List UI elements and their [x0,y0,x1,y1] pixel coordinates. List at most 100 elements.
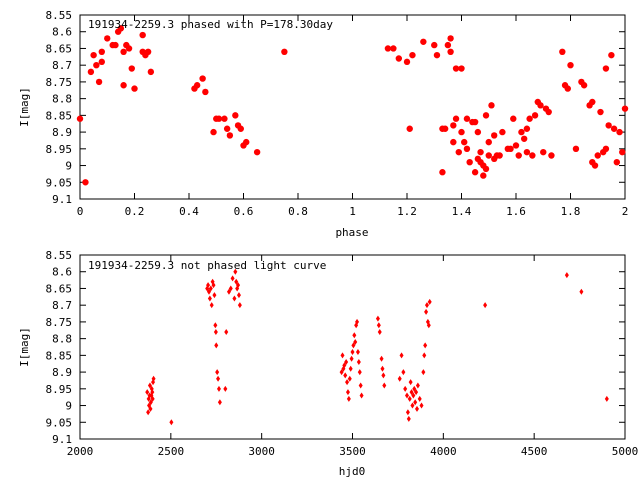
unphased-data-point [346,395,351,402]
phased-data-point [441,125,449,132]
phased-data-point [605,122,612,129]
phased-x-tick-label: 0.4 [179,205,199,218]
phased-data-point [589,98,596,106]
unphased-data-point [358,382,363,389]
phased-x-tick-label: 0 [77,205,84,218]
phased-data-point [580,82,588,89]
unphased-data-point [564,272,569,279]
unphased-data-point [359,392,364,399]
phased-data-point [526,115,533,122]
phased-data-point [608,51,615,59]
unphased-data-point [217,399,222,406]
phased-tick-layer: 0 0.2 0.4 0.6 0.8 1 1.2 1.4 1.6 1.8 2 8.55 8.6 8.65 8.… [46,9,629,218]
phased-x-tick-label: 1.4 [452,205,472,218]
phased-data-point [223,125,231,132]
phased-y-tick-label: 8.95 [46,143,73,156]
unphased-data-point [426,322,431,329]
unphased-data-point [209,302,214,309]
phased-data-point [619,148,626,156]
unphased-data-point [233,268,238,275]
unphased-data-point [236,282,241,289]
unphased-data-point [146,409,151,416]
phased-data-point [237,125,244,132]
phased-data-point [93,61,100,69]
unphased-data-point [380,365,385,372]
phased-data-point [488,102,495,109]
unphased-data-point [352,332,357,339]
phased-data-point [82,179,89,186]
unphased-data-point [375,315,380,322]
phased-data-point [144,48,152,55]
phased-data-point [87,68,95,76]
unphased-data-point [230,275,235,282]
unphased-data-point [224,328,229,335]
unphased-x-axis-label: hjd0 [339,465,366,478]
phased-data-point [281,48,288,55]
phased-data-point [139,31,146,39]
phased-data-point [515,152,522,159]
phased-y-tick-label: 8.75 [46,76,73,89]
unphased-data-point [415,382,420,389]
unphased-data-point [236,292,241,299]
phased-data-point [447,48,454,55]
phased-data-point [602,65,610,72]
unphased-data-point [376,322,381,329]
phased-data-point [471,118,479,126]
phased-data-point [463,115,471,122]
phased-data-point [117,25,125,32]
unphased-data-point [148,405,153,412]
phased-y-axis-label: I[mag] [18,87,31,127]
unphased-data-point [401,369,406,376]
unphased-data-point [150,395,155,402]
unphased-data-point [232,295,237,302]
unphased-x-tick-label: 2500 [158,445,185,458]
unphased-x-tick-label: 3000 [248,445,275,458]
unphased-data-point [355,318,360,325]
phased-light-curve-panel: 0 0.2 0.4 0.6 0.8 1 1.2 1.4 1.6 1.8 2 8.55 8.6 8.65 8.… [18,9,628,239]
unphased-tick-layer: 2000 2500 3000 3500 4000 4500 5000 8.55 8.6 8.65 8… [46,249,639,458]
phased-data-point [193,82,201,89]
phased-x-tick-label: 1.2 [397,205,417,218]
phased-data-point [395,55,403,62]
phased-x-tick-label: 2 [622,205,629,218]
phased-data-point [523,148,531,156]
phased-data-point [210,128,217,136]
phased-data-point [507,145,514,153]
unphased-data-point [377,328,382,335]
phased-data-point [420,38,427,45]
unphased-data-point [151,375,156,382]
phased-data-point [232,112,239,119]
phased-data-point [559,48,566,55]
unphased-data-point [604,395,609,402]
phased-data-point [482,165,490,173]
phased-data-point [529,152,536,159]
unphased-point-layer [145,268,609,426]
unphased-data-point [579,288,584,295]
unphased-light-curve-panel: 2000 2500 3000 3500 4000 4500 5000 8.55 8.6 8.65 8… [18,249,638,478]
phased-y-tick-label: 8.85 [46,109,73,122]
phased-data-point [199,75,206,82]
phased-data-point [439,169,446,176]
unphased-data-point [353,338,358,345]
phased-x-tick-label: 1.6 [506,205,526,218]
phased-data-point [409,51,416,59]
unphased-data-point [213,328,218,335]
phased-data-point [591,162,599,169]
unphased-data-point [345,379,350,386]
phased-data-point [406,125,413,132]
unphased-data-point [147,382,152,389]
phased-data-point [90,51,97,59]
phased-data-point [120,48,127,55]
unphased-data-point [424,308,429,315]
unphased-y-axis-label: I[mag] [18,327,31,367]
phased-data-point [545,108,552,116]
phased-data-point [531,112,539,119]
unphased-data-point [419,402,424,409]
unphased-data-point [343,372,348,379]
unphased-data-point [355,349,360,356]
phased-data-point [403,58,411,66]
phased-data-point [610,125,618,132]
unphased-data-point [213,322,218,329]
phased-plot-title: 191934-2259.3 phased with P=178.30day [88,18,333,31]
unphased-data-point [208,285,213,292]
